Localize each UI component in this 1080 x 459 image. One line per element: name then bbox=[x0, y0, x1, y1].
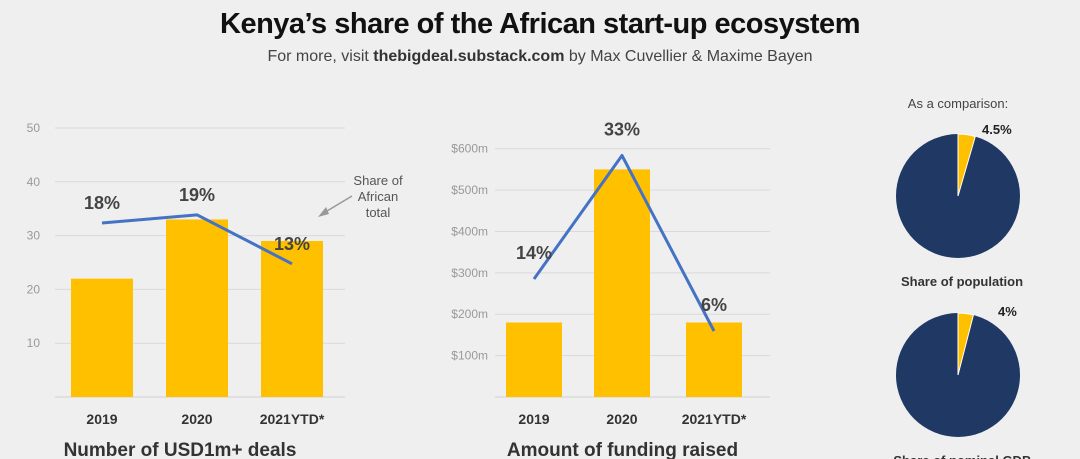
subtitle-suffix: by Max Cuvellier & Maxime Bayen bbox=[564, 48, 813, 65]
pie-title: Share of nominal GDP bbox=[893, 453, 1031, 459]
bar bbox=[506, 322, 562, 397]
bar bbox=[686, 322, 742, 397]
share-data-label: 13% bbox=[274, 234, 310, 254]
y-tick-label: $500m bbox=[451, 183, 488, 197]
annotation-text: Share of bbox=[353, 173, 403, 188]
share-data-label: 6% bbox=[701, 295, 727, 315]
bar bbox=[594, 169, 650, 397]
annotation-text: African bbox=[358, 189, 398, 204]
chart-title: Amount of funding raised bbox=[507, 440, 738, 459]
y-tick-label: 20 bbox=[27, 282, 41, 296]
x-tick-label: 2019 bbox=[518, 411, 549, 427]
page-title: Kenya’s share of the African start-up ec… bbox=[220, 8, 860, 40]
share-line bbox=[101, 213, 293, 266]
subtitle-site-link[interactable]: thebigdeal.substack.com bbox=[373, 48, 565, 65]
share-line bbox=[532, 154, 716, 332]
comparison-heading: As a comparison: bbox=[908, 96, 1008, 111]
annotation-arrowhead bbox=[318, 207, 329, 217]
y-tick-label: $300m bbox=[451, 266, 488, 280]
bar bbox=[166, 219, 228, 397]
x-tick-label: 2021YTD* bbox=[260, 411, 325, 427]
pie-slice-kenya bbox=[957, 312, 975, 376]
bar bbox=[71, 278, 133, 397]
subtitle-prefix: For more, visit bbox=[267, 48, 374, 65]
y-tick-label: 40 bbox=[27, 175, 41, 189]
share-data-label: 18% bbox=[84, 193, 120, 213]
bar bbox=[261, 240, 323, 397]
share-data-label: 14% bbox=[516, 243, 552, 263]
y-tick-label: $400m bbox=[451, 224, 488, 238]
y-tick-label: 30 bbox=[27, 229, 41, 243]
pie-slice-kenya bbox=[957, 133, 976, 197]
x-tick-label: 2021YTD* bbox=[682, 411, 747, 427]
y-tick-label: $100m bbox=[451, 349, 488, 363]
y-tick-label: $600m bbox=[451, 142, 488, 156]
y-tick-label: 50 bbox=[27, 121, 41, 135]
pie-data-label: 4% bbox=[998, 304, 1017, 319]
y-tick-label: $200m bbox=[451, 307, 488, 321]
share-data-label: 19% bbox=[179, 185, 215, 205]
y-tick-label: 10 bbox=[27, 336, 41, 350]
pie-title: Share of population bbox=[901, 274, 1023, 289]
x-tick-label: 2020 bbox=[606, 411, 637, 427]
x-tick-label: 2019 bbox=[86, 411, 117, 427]
chart-title: Number of USD1m+ deals bbox=[64, 440, 297, 459]
pie-data-label: 4.5% bbox=[982, 122, 1012, 137]
x-tick-label: 2020 bbox=[181, 411, 212, 427]
annotation-text: total bbox=[366, 205, 391, 220]
share-data-label: 33% bbox=[604, 120, 640, 140]
page-subtitle: For more, visit thebigdeal.substack.com … bbox=[0, 48, 1080, 66]
